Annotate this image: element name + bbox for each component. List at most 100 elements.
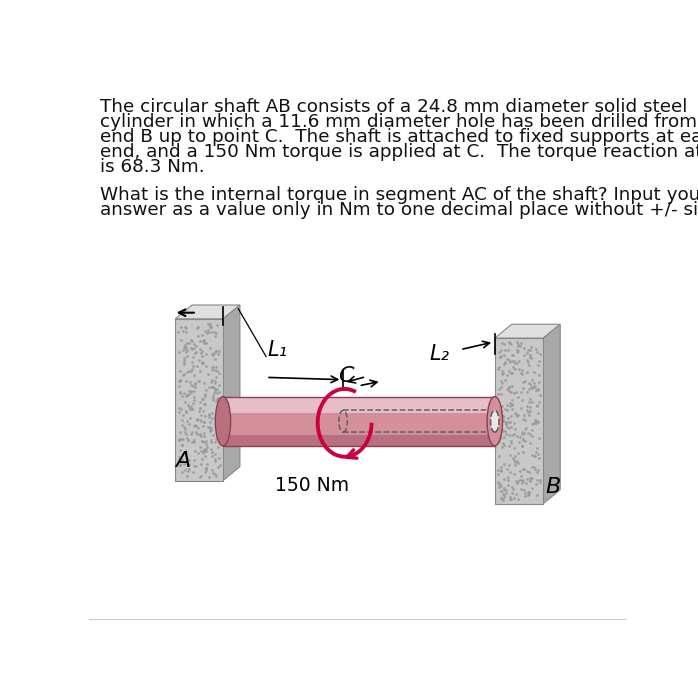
Point [533, 452, 544, 463]
Point [504, 356, 515, 368]
Text: end B up to point C.  The shaft is attached to fixed supports at each: end B up to point C. The shaft is attach… [100, 128, 698, 146]
Point [522, 344, 533, 356]
Point [531, 416, 542, 427]
Point [188, 391, 200, 402]
Point [517, 426, 528, 438]
Point [498, 484, 510, 496]
Point [511, 409, 522, 420]
Point [522, 486, 533, 498]
Point [179, 464, 190, 475]
Point [180, 428, 191, 440]
Point [202, 327, 214, 338]
Point [204, 321, 215, 332]
Point [498, 415, 509, 426]
Point [180, 407, 191, 418]
Point [522, 489, 533, 500]
Point [181, 471, 193, 482]
Point [184, 419, 195, 430]
Point [212, 349, 223, 360]
Point [505, 386, 517, 398]
Polygon shape [223, 397, 495, 412]
Point [522, 366, 533, 377]
Text: answer as a value only in Nm to one decimal place without +/- sign.: answer as a value only in Nm to one deci… [100, 201, 698, 218]
Point [181, 389, 193, 400]
Point [207, 446, 218, 457]
Point [505, 416, 516, 427]
Point [517, 474, 528, 485]
Point [496, 464, 507, 475]
Point [533, 464, 544, 475]
Point [198, 406, 209, 417]
Point [521, 465, 533, 476]
Point [503, 412, 514, 423]
Point [505, 398, 516, 409]
Point [209, 382, 220, 393]
Point [183, 454, 194, 466]
Point [209, 453, 221, 464]
Point [181, 342, 192, 353]
Point [188, 436, 199, 447]
Point [181, 446, 192, 457]
Point [498, 412, 509, 423]
Point [181, 375, 192, 386]
Point [519, 428, 530, 439]
Point [207, 407, 218, 419]
Point [207, 382, 218, 393]
Point [190, 347, 201, 358]
Point [517, 377, 528, 388]
Point [189, 395, 200, 406]
Point [199, 398, 210, 409]
Point [213, 427, 224, 438]
Point [505, 410, 517, 421]
Point [184, 403, 195, 414]
Point [186, 379, 197, 391]
Point [200, 411, 211, 422]
Point [205, 318, 216, 330]
Point [510, 460, 521, 471]
Point [504, 383, 515, 394]
Point [173, 327, 184, 338]
Point [500, 344, 511, 356]
Point [507, 361, 519, 372]
Point [194, 376, 205, 387]
Point [184, 365, 195, 377]
Point [520, 422, 531, 433]
Point [213, 368, 224, 379]
Point [192, 330, 203, 342]
Point [207, 390, 218, 401]
Point [527, 396, 538, 407]
Point [209, 375, 221, 386]
Point [499, 425, 510, 436]
Point [500, 416, 512, 427]
Point [525, 351, 536, 362]
Point [502, 344, 513, 356]
Point [520, 490, 531, 501]
Point [174, 434, 185, 445]
Point [191, 460, 202, 471]
Point [507, 487, 518, 498]
Point [504, 338, 515, 349]
Point [198, 445, 209, 456]
Point [184, 377, 195, 388]
Point [530, 414, 541, 426]
Point [517, 364, 528, 375]
Point [174, 386, 186, 397]
Point [198, 393, 209, 405]
Point [211, 387, 222, 398]
Point [493, 346, 505, 357]
Point [508, 417, 519, 428]
Point [512, 345, 524, 356]
Point [206, 377, 217, 388]
Point [524, 393, 535, 405]
Point [494, 417, 505, 428]
Point [519, 349, 530, 360]
Point [504, 365, 515, 377]
Point [181, 415, 192, 426]
Point [198, 443, 209, 454]
Point [174, 374, 185, 385]
Point [526, 341, 537, 352]
Point [195, 396, 206, 407]
Point [508, 356, 519, 367]
Point [174, 375, 186, 386]
Point [200, 326, 211, 337]
